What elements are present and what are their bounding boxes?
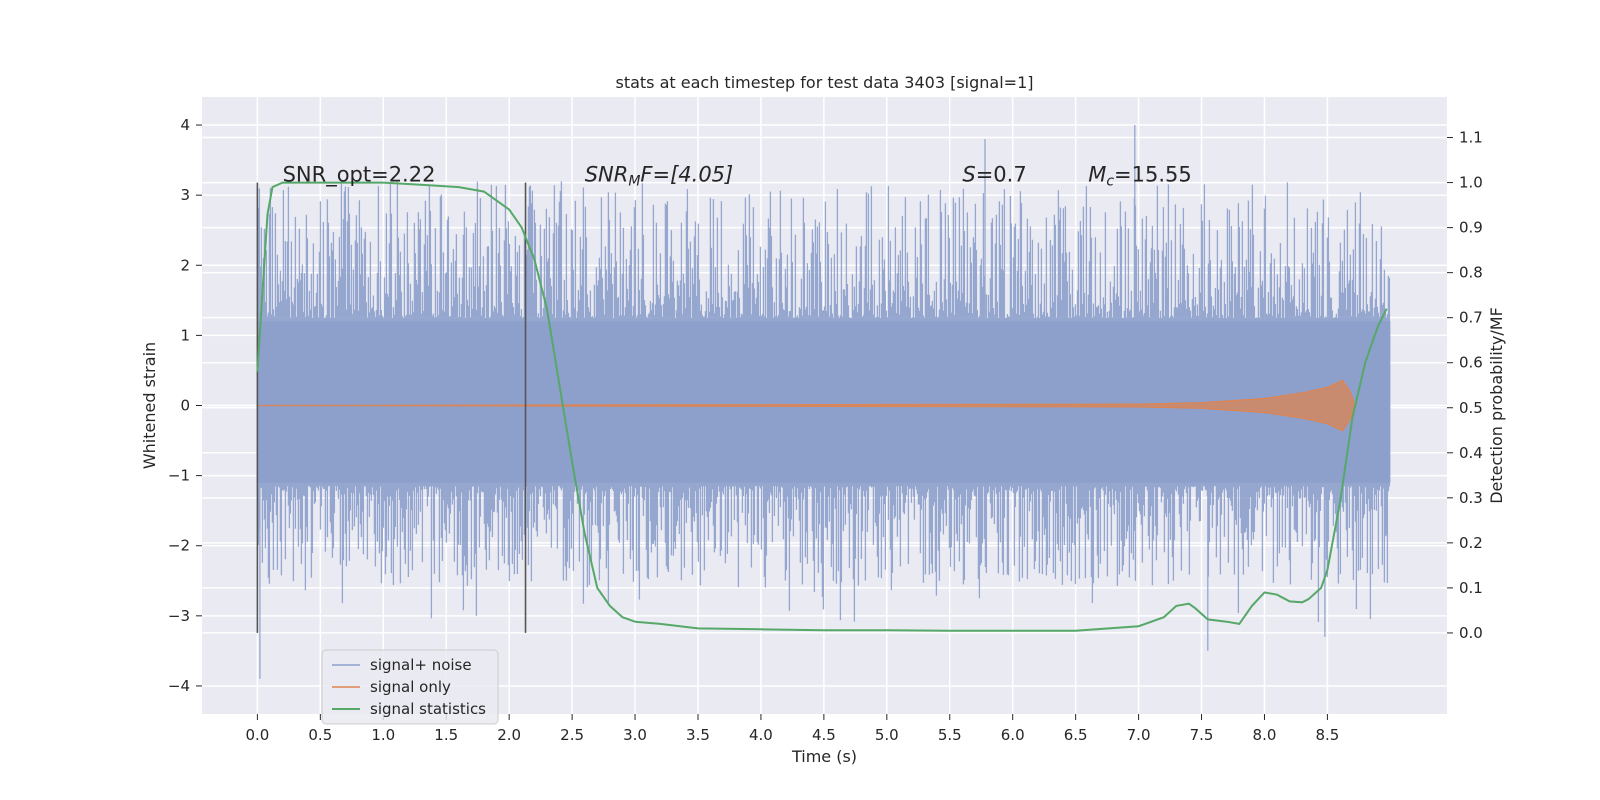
- x-tick-label: 6.0: [1001, 726, 1025, 744]
- signal-noise-band: [257, 321, 1391, 483]
- y-axis-right-label: Detection probability/MF: [1487, 307, 1506, 504]
- s-base: S: [962, 163, 975, 187]
- x-tick-label: 6.5: [1064, 726, 1088, 744]
- x-tick-label: 2.5: [560, 726, 584, 744]
- y-axis-right: 1.1 1.0 0.9 0.8 0.7 0.6 0.5 0.4 0.3 0.2 0.1 0.0: [1447, 129, 1483, 642]
- chart-title: stats at each timestep for test data 340…: [615, 73, 1033, 92]
- s-rest: =0.7: [976, 163, 1027, 187]
- legend-label-signal-noise: signal+ noise: [370, 656, 472, 674]
- annotation-snr-mf: SNRMF=[4.05]: [585, 163, 734, 190]
- annotation-s: S=0.7: [962, 163, 1026, 187]
- y-right-tick-label: 0.5: [1459, 399, 1483, 417]
- x-tick-label: 5.5: [938, 726, 962, 744]
- x-tick-label: 8.0: [1253, 726, 1277, 744]
- y-tick-label: 4: [180, 116, 190, 134]
- mc-rest: =15.55: [1114, 163, 1192, 187]
- x-tick-label: 1.5: [434, 726, 458, 744]
- x-tick-label: 0.5: [308, 726, 332, 744]
- snr-mf-sub: M: [628, 174, 640, 190]
- legend-box: [321, 649, 499, 725]
- y-right-tick-label: 0.8: [1459, 264, 1483, 282]
- y-right-tick-label: 0.9: [1459, 219, 1483, 237]
- y-right-tick-label: 0.4: [1459, 444, 1483, 462]
- y-tick-label: −2: [168, 537, 190, 555]
- x-tick-label: 4.5: [812, 726, 836, 744]
- x-tick-label: 3.0: [623, 726, 647, 744]
- x-tick-label: 8.5: [1315, 726, 1339, 744]
- x-tick-label: 2.0: [497, 726, 521, 744]
- y-right-tick-label: 0.3: [1459, 489, 1483, 507]
- y-right-tick-label: 0.2: [1459, 534, 1483, 552]
- snr-mf-base: SNR: [585, 163, 629, 187]
- y-right-tick-label: 1.0: [1459, 174, 1483, 192]
- legend-label-signal-statistics: signal statistics: [370, 700, 486, 718]
- x-tick-label: 0.0: [245, 726, 269, 744]
- x-tick-label: 4.0: [749, 726, 773, 744]
- legend-label-signal-only: signal only: [370, 678, 451, 696]
- snr-mf-rest: F=[4.05]: [640, 163, 733, 187]
- y-right-tick-label: 1.1: [1459, 129, 1483, 147]
- y-right-tick-label: 0.7: [1459, 309, 1483, 327]
- x-tick-label: 7.5: [1190, 726, 1214, 744]
- y-axis-left: 4 3 2 1 0 −1 −2 −3 −4: [168, 116, 202, 695]
- annotations: SNR_opt=2.22 SNRMF=[4.05] S=0.7 Mc=15.55: [283, 163, 1192, 190]
- x-axis: 0.0 0.5 1.0 1.5 2.0 2.5 3.0 3.5 4.0 4.5 5.0 5.5 6.0 6…: [245, 714, 1339, 744]
- x-tick-label: 3.5: [686, 726, 710, 744]
- signal-noise-series: [256, 125, 1391, 679]
- y-axis-label: Whitened strain: [140, 342, 159, 469]
- y-tick-label: −4: [168, 677, 190, 695]
- x-tick-label: 5.0: [875, 726, 899, 744]
- y-tick-label: 0: [180, 397, 190, 415]
- legend: signal+ noise signal only signal statist…: [321, 649, 499, 725]
- mc-sub: c: [1106, 174, 1114, 190]
- annotation-mc: Mc=15.55: [1088, 163, 1192, 190]
- y-tick-label: 3: [180, 186, 190, 204]
- x-axis-label: Time (s): [791, 747, 857, 766]
- x-tick-label: 1.0: [371, 726, 395, 744]
- y-tick-label: −1: [168, 467, 190, 485]
- mc-base: M: [1088, 163, 1106, 187]
- annotation-snr-opt: SNR_opt=2.22: [283, 163, 436, 188]
- y-tick-label: −3: [168, 607, 190, 625]
- y-tick-label: 1: [180, 326, 190, 344]
- y-right-tick-label: 0.1: [1459, 579, 1483, 597]
- y-tick-label: 2: [180, 256, 190, 274]
- signal-statistics-line: [256, 181, 1388, 632]
- window-markers: [256, 182, 527, 633]
- y-right-tick-label: 0.0: [1459, 624, 1483, 642]
- y-right-tick-label: 0.6: [1459, 354, 1483, 372]
- x-tick-label: 7.0: [1127, 726, 1151, 744]
